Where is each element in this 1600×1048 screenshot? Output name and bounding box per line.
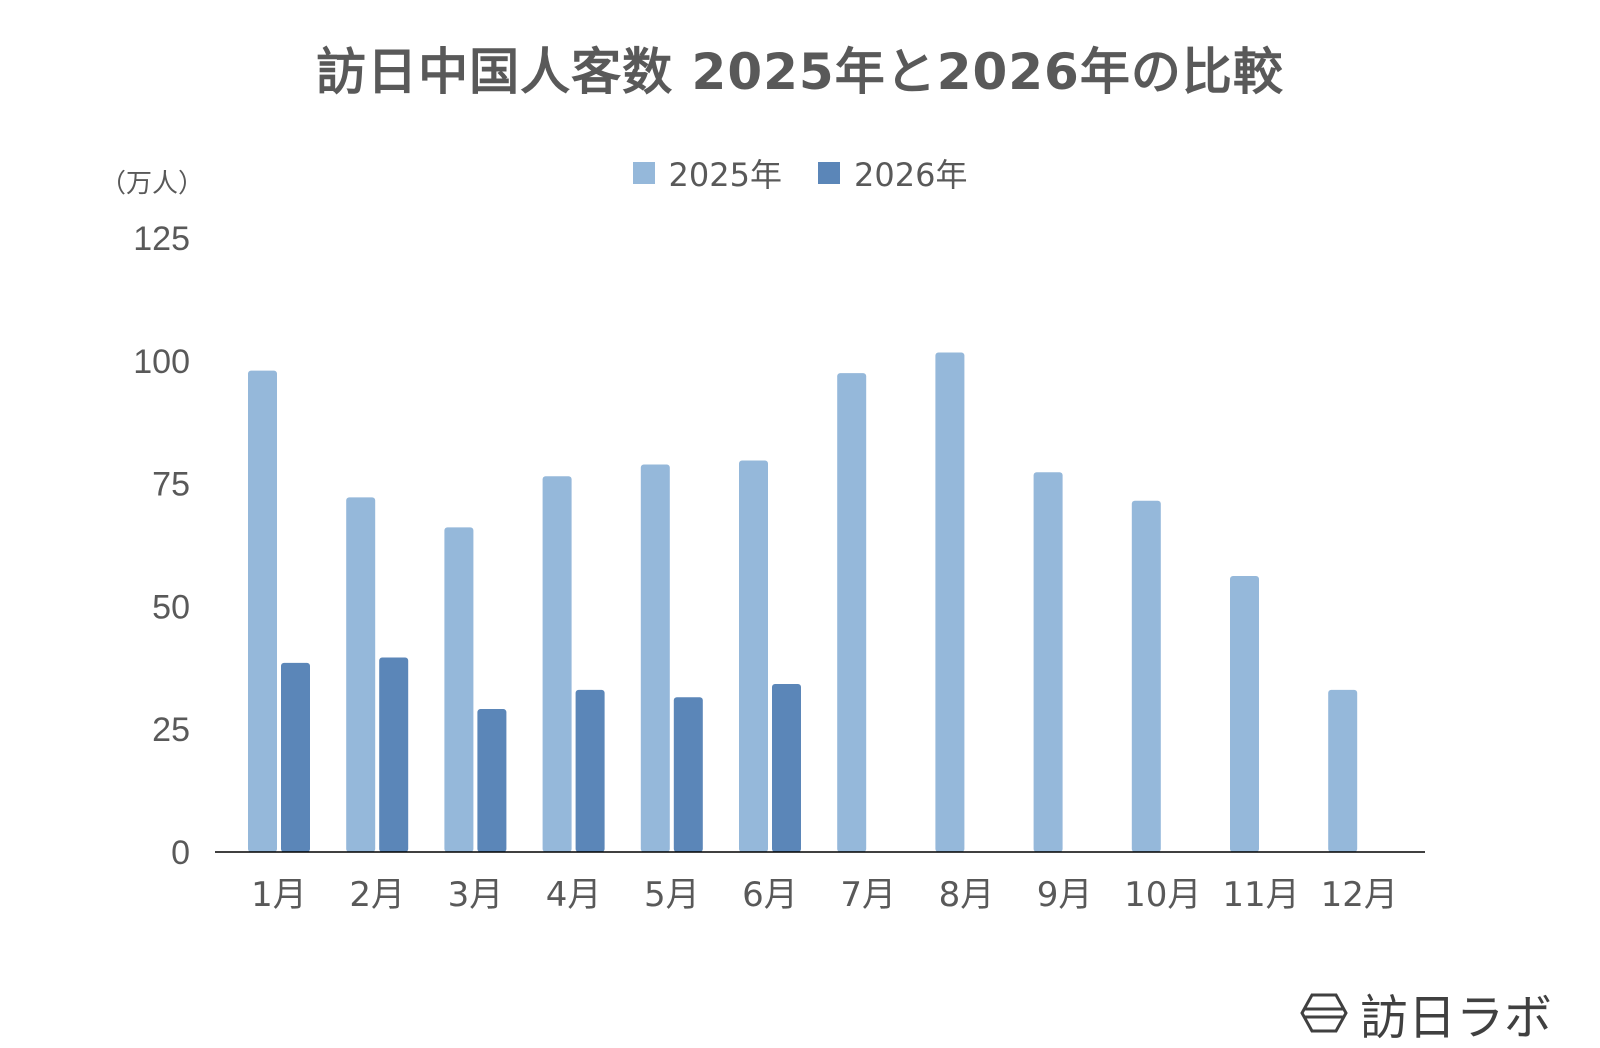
bar-2025 <box>837 373 867 852</box>
bar-2025 <box>444 527 474 852</box>
y-tick-label: 50 <box>152 588 190 626</box>
x-tick-label: 10月 <box>1124 875 1201 915</box>
bar-2026 <box>772 684 801 852</box>
x-axis-ticks: 1月 2月 3月 4月 5月 6月 7月 8月 9月 10月 11月 12月 <box>251 875 1398 915</box>
legend-item-2026: 2026年 <box>818 150 967 196</box>
legend-item-2025: 2025年 <box>632 150 782 196</box>
bar-2026 <box>379 657 409 852</box>
bar-2025 <box>1033 472 1063 852</box>
x-tick-label: 5月 <box>644 875 700 915</box>
x-tick-label: 11月 <box>1222 875 1299 915</box>
bars <box>248 352 1358 852</box>
y-axis-unit-label: （万人） <box>100 169 205 199</box>
y-tick-label: 25 <box>152 711 190 749</box>
legend-swatch-2026 <box>818 162 840 184</box>
bar-2026 <box>477 709 507 852</box>
bar-2025 <box>248 370 277 852</box>
y-axis-ticks: 0 25 50 75 100 125 <box>133 220 190 872</box>
x-tick-label: 3月 <box>448 875 504 915</box>
x-tick-label: 1月 <box>251 875 307 915</box>
chart-title: 訪日中国人客数 2025年と2026年の比較 <box>316 43 1284 101</box>
x-tick-label: 8月 <box>939 875 995 915</box>
bar-2026 <box>673 697 703 852</box>
x-tick-label: 4月 <box>546 875 602 915</box>
brand-logo: 訪日ラボ <box>1300 978 1552 1048</box>
bar-2025 <box>935 352 965 852</box>
bar-2025 <box>1328 689 1358 852</box>
bar-2026 <box>281 662 310 852</box>
x-tick-label: 12月 <box>1321 875 1398 915</box>
hexagon-logo-icon <box>1300 993 1348 1033</box>
bar-2025 <box>739 460 768 852</box>
bar-2025 <box>1230 575 1259 852</box>
bar-2025 <box>640 464 670 852</box>
bar-2025 <box>542 476 572 852</box>
y-tick-label: 0 <box>171 834 190 872</box>
x-tick-label: 9月 <box>1037 875 1093 915</box>
bar-2025 <box>346 497 376 852</box>
brand-name: 訪日ラボ <box>1360 990 1553 1046</box>
x-tick-label: 7月 <box>840 875 896 915</box>
legend-label-2026: 2026年 <box>854 156 968 194</box>
y-tick-label: 125 <box>133 220 190 258</box>
legend: 2025年 2026年 <box>0 150 1600 196</box>
legend-swatch-2025 <box>632 162 655 184</box>
y-tick-label: 75 <box>152 466 190 504</box>
bar-2026 <box>575 689 605 852</box>
legend-label-2025: 2025年 <box>668 156 782 194</box>
bar-2025 <box>1131 500 1161 852</box>
y-tick-label: 100 <box>133 343 190 381</box>
x-tick-label: 6月 <box>742 875 798 915</box>
x-tick-label: 2月 <box>349 875 405 915</box>
